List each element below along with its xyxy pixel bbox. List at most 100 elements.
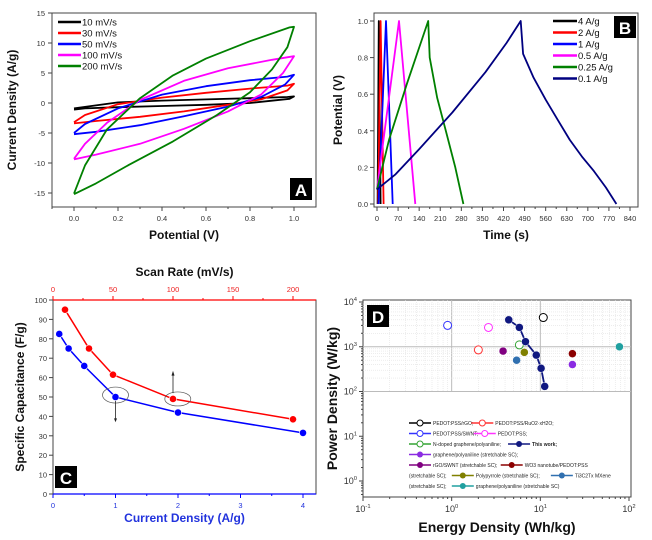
y-tick-label: 30 [39, 432, 47, 441]
panel-a-cv-curves: 0.0 0.2 0.4 0.6 0.8 1.0 15 10 5 0 -5 -10 -15 Potentia… [5, 9, 317, 242]
x-tick-label: 0.8 [245, 214, 255, 223]
x-tick-label: 700 [582, 214, 595, 223]
legend-label-prefix: (stretchable SC); [409, 473, 447, 479]
legend-label: PEDOT:PSS/rGO; [433, 421, 473, 427]
x-tick-label: 770 [603, 214, 616, 223]
y-tick-label: 1.0 [358, 17, 368, 26]
y-tick-label: 5 [41, 69, 45, 78]
panel-d-ragone-plot: 10-1 100 101 102 100 101 102 103 104 Energy Densi… [324, 297, 636, 535]
panel-label: B [619, 19, 631, 38]
arrowhead-up [171, 370, 175, 376]
x-tick-label: 0 [375, 214, 379, 223]
y-tick-label: -10 [34, 159, 45, 168]
legend-label: graphene/polyaniline (stretchable SC); [433, 452, 518, 458]
legend-label-prefix: (stretchable SC); [409, 484, 447, 490]
x-tick-label: 3 [238, 501, 242, 510]
x-tick-label: 4 [301, 501, 305, 510]
y-tick-label: 100 [34, 296, 47, 305]
legend-marker [558, 472, 565, 479]
y-tick-label: 0.4 [358, 127, 368, 136]
panel-label-badge [290, 178, 312, 200]
point-this-work [521, 337, 530, 346]
scan-rate-point [61, 305, 69, 314]
point-pedot-pss [483, 322, 493, 332]
scan-rate-point [289, 415, 297, 424]
y-tick-label: 104 [344, 297, 358, 307]
gcd-curve-4-A-g [376, 20, 382, 205]
arrowhead-down [114, 418, 117, 423]
point-pedot-pss-rgo [538, 313, 548, 323]
cv-curve-200-mV-s [73, 25, 295, 196]
legend-label: Ti3C2Tx MXene [575, 473, 611, 479]
legend-label: graphene/polyaniline (stretchable SC) [476, 484, 560, 490]
legend-label: 1 A/g [578, 40, 600, 51]
panel-label-badge [367, 305, 389, 327]
x-tick-label: 101 [534, 504, 547, 514]
current-density-point [55, 330, 64, 338]
x-tick-label: 140 [413, 214, 426, 223]
legend-label: 100 mV/s [82, 51, 122, 62]
x-tick-label: 10-1 [355, 504, 370, 514]
x-tick-label: 560 [539, 214, 552, 223]
legend-marker [478, 419, 486, 427]
legend-marker [416, 419, 424, 427]
x-tick-label: 100 [445, 504, 459, 514]
legend-label: 10 mV/s [82, 18, 117, 29]
point-rgo-swnt-stretchable-sc [498, 346, 508, 356]
legend-label: PEDOT:PSS; [498, 431, 527, 437]
point-this-work [515, 323, 524, 332]
x-tick-label: 490 [518, 214, 531, 223]
y-tick-label: 100 [344, 476, 358, 486]
x2-tick-label: 50 [109, 285, 117, 294]
cv-curve-50-mV-s [73, 73, 295, 136]
scan-rate-line [64, 309, 294, 421]
y-axis-label: Specific Capacitance (F/g) [13, 322, 27, 471]
x-tick-label: 0.6 [201, 214, 211, 223]
panel-c-capacitance: 0 1 2 3 40 50 100 150 2000102030405060708090100C… [13, 265, 317, 525]
x-tick-label: 1.0 [289, 214, 299, 223]
legend-label: PEDOT:PSS/SWNT; [433, 431, 478, 437]
y-tick-label: 102 [344, 387, 357, 397]
scan-rate-point [85, 344, 93, 353]
x-tick-label: 630 [560, 214, 573, 223]
annotation-ellipse [164, 391, 192, 407]
x-axis-label: Time (s) [483, 228, 529, 242]
x-tick-label: 280 [455, 214, 468, 223]
x2-tick-label: 100 [167, 285, 180, 294]
x-axis-label: Potential (V) [149, 228, 219, 242]
y-axis-label: Power Density (W/kg) [324, 327, 340, 470]
y-tick-label: 10 [37, 39, 45, 48]
plot-frame [373, 12, 639, 208]
y-tick-label: 50 [39, 393, 47, 402]
legend-label: WO3 nanotube/PEDOT:PSS [525, 463, 589, 469]
gcd-curve-0-25-A-g [376, 20, 465, 205]
legend-marker [417, 451, 423, 458]
x-tick-label: 210 [434, 214, 447, 223]
plot-frame [52, 299, 317, 495]
y-tick-label: 0.6 [358, 90, 368, 99]
point-this-work [532, 350, 541, 360]
y-tick-label: 70 [39, 354, 47, 363]
x-tick-label: 70 [394, 214, 402, 223]
y-axis-label: Current Density (A/g) [5, 50, 19, 171]
point-this-work [540, 382, 549, 391]
x-tick-label: 420 [497, 214, 510, 223]
x2-tick-label: 150 [227, 285, 240, 294]
y-tick-label: 0 [41, 99, 45, 108]
y-tick-label: -5 [38, 129, 45, 138]
panel-label-badge [55, 466, 77, 488]
legend-label: 50 mV/s [82, 40, 117, 51]
x-axis-label: Current Density (A/g) [124, 511, 245, 525]
x-tick-label: 0.2 [113, 214, 123, 223]
y-tick-label: 0.2 [358, 163, 368, 172]
panel-b-gcd-curves: 0 70 140 210 280 350 420 490 560 630 700 770 840 0.0 0… [331, 12, 639, 242]
y-axis-label: Potential (V) [331, 75, 345, 145]
point-ti3c2tx-mxene-stretchable-sc [512, 355, 521, 365]
scan-rate-point [109, 370, 117, 379]
panel-label: D [372, 308, 384, 327]
scan-rate-point [169, 395, 177, 403]
point-graphene-polyaniline-stretchable-sc [615, 342, 624, 351]
legend-label: rGO/SWNT (stretchable SC); [433, 463, 497, 469]
x-tick-label: 1 [113, 501, 117, 510]
